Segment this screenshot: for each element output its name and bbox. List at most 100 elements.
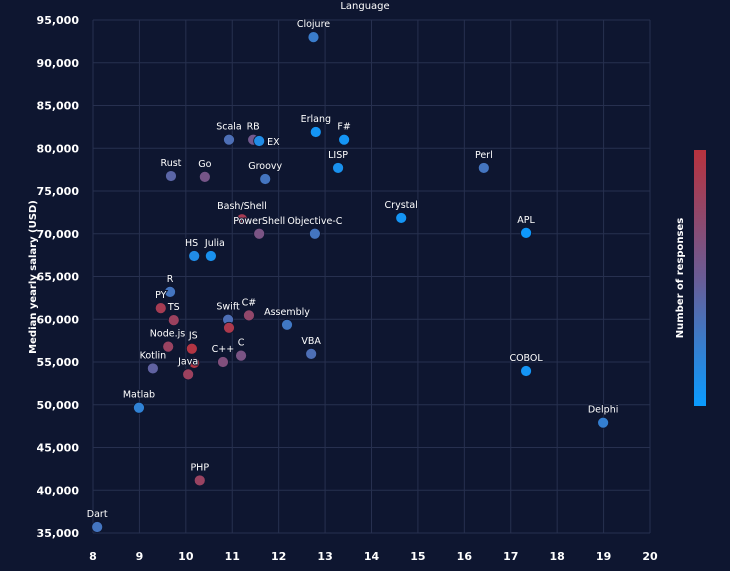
y-tick-label: 55,000: [37, 356, 80, 369]
y-tick-label: 35,000: [37, 527, 80, 540]
point-label: Go: [198, 159, 211, 170]
data-point[interactable]: [520, 226, 532, 239]
point-label: LISP: [328, 150, 348, 161]
data-point[interactable]: [188, 356, 201, 369]
x-tick-label: 17: [503, 550, 518, 563]
colorbar-label: Number of responses: [675, 218, 686, 339]
x-tick-label: 15: [410, 550, 425, 563]
point-label: HS: [185, 238, 198, 249]
data-point[interactable]: [338, 133, 351, 146]
x-tick-label: 18: [550, 550, 565, 563]
y-tick-label: 40,000: [37, 484, 80, 497]
data-point[interactable]: [477, 162, 490, 174]
data-point[interactable]: [305, 347, 318, 360]
point-label: PHP: [190, 462, 209, 473]
data-point[interactable]: [243, 309, 255, 322]
point-label: Scala: [216, 122, 242, 133]
data-point[interactable]: [520, 365, 532, 377]
data-point[interactable]: [217, 356, 229, 368]
point-label: Assembly: [264, 307, 310, 318]
x-tick-label: 8: [89, 550, 97, 563]
point-label: JS: [188, 331, 198, 342]
point-label: COBOL: [509, 353, 543, 364]
data-point[interactable]: [259, 173, 272, 185]
x-tick-label: 19: [596, 550, 611, 563]
data-point[interactable]: [193, 474, 206, 487]
data-point[interactable]: [146, 362, 159, 375]
data-point[interactable]: [162, 340, 175, 353]
point-label: Matlab: [123, 390, 155, 401]
point-label: VBA: [301, 336, 321, 347]
data-point[interactable]: [167, 314, 180, 327]
point-label: RB: [247, 122, 260, 133]
x-tick-label: 20: [642, 550, 658, 563]
point-label: C#: [242, 297, 257, 308]
point-label: Julia: [204, 238, 225, 249]
y-tick-label: 65,000: [37, 271, 80, 284]
point-label: C: [238, 338, 245, 349]
point-label: Bash/Shell: [217, 201, 267, 212]
data-point[interactable]: [204, 250, 217, 262]
data-point[interactable]: [307, 31, 320, 43]
data-point[interactable]: [597, 416, 610, 429]
point-label: APL: [517, 215, 535, 226]
point-label: Erlang: [301, 114, 331, 125]
x-tick-label: 11: [225, 550, 240, 563]
point-label: Rust: [161, 158, 182, 169]
x-tick-label: 13: [317, 550, 332, 563]
data-point[interactable]: [395, 212, 408, 224]
data-point[interactable]: [281, 318, 293, 331]
data-point[interactable]: [91, 521, 104, 533]
x-tick-label: 9: [136, 550, 144, 563]
data-point[interactable]: [332, 162, 344, 174]
data-point[interactable]: [165, 170, 177, 182]
data-point[interactable]: [188, 250, 201, 262]
point-label: Node.js: [150, 329, 185, 340]
point-label: Perl: [475, 150, 493, 161]
data-point[interactable]: [223, 321, 235, 334]
data-point[interactable]: [133, 401, 145, 414]
y-tick-label: 70,000: [37, 228, 80, 241]
data-point[interactable]: [308, 227, 321, 240]
point-label: EX: [267, 137, 280, 148]
data-point[interactable]: [235, 349, 247, 362]
data-point[interactable]: [198, 170, 211, 183]
point-label: PowerShell: [233, 216, 285, 227]
y-tick-label: 50,000: [37, 399, 80, 412]
data-point[interactable]: [253, 227, 266, 240]
point-label: Clojure: [297, 19, 330, 30]
data-point[interactable]: [223, 133, 235, 146]
point-label: C++: [212, 344, 235, 355]
data-point[interactable]: [182, 368, 195, 381]
data-point[interactable]: [154, 302, 167, 315]
x-tick-label: 12: [271, 550, 286, 563]
data-point[interactable]: [253, 135, 266, 147]
point-label: PY: [155, 290, 167, 301]
point-label: Delphi: [588, 405, 619, 416]
data-points: Clojure Scala RB EX Erlang F# LISP Rust Go Groovy…: [86, 18, 619, 533]
colorbar: [694, 150, 706, 406]
y-tick-label: 90,000: [37, 57, 80, 70]
y-axis: 35,000 40,000 45,000 50,000 55,000 60,000 65,0…: [37, 14, 80, 540]
point-label: Groovy: [248, 161, 282, 172]
y-tick-label: 75,000: [37, 185, 80, 198]
y-tick-label: 85,000: [37, 100, 80, 113]
y-tick-label: 45,000: [37, 442, 80, 455]
y-axis-label: Median yearly salary (USD): [28, 200, 39, 354]
data-point[interactable]: [309, 126, 322, 138]
data-point[interactable]: [164, 285, 176, 298]
data-point[interactable]: [185, 342, 198, 355]
x-tick-label: 14: [364, 550, 380, 563]
y-tick-label: 60,000: [37, 313, 80, 326]
point-label: Swift: [216, 302, 240, 313]
x-tick-label: 16: [457, 550, 473, 563]
point-label: Crystal: [385, 200, 418, 211]
point-label: R: [167, 274, 174, 285]
point-label: Dart: [87, 509, 108, 520]
point-label: Kotlin: [140, 350, 167, 361]
point-label: TS: [167, 302, 180, 313]
point-label: Java: [177, 356, 198, 367]
y-tick-label: 95,000: [37, 14, 80, 27]
data-point[interactable]: [236, 213, 248, 226]
